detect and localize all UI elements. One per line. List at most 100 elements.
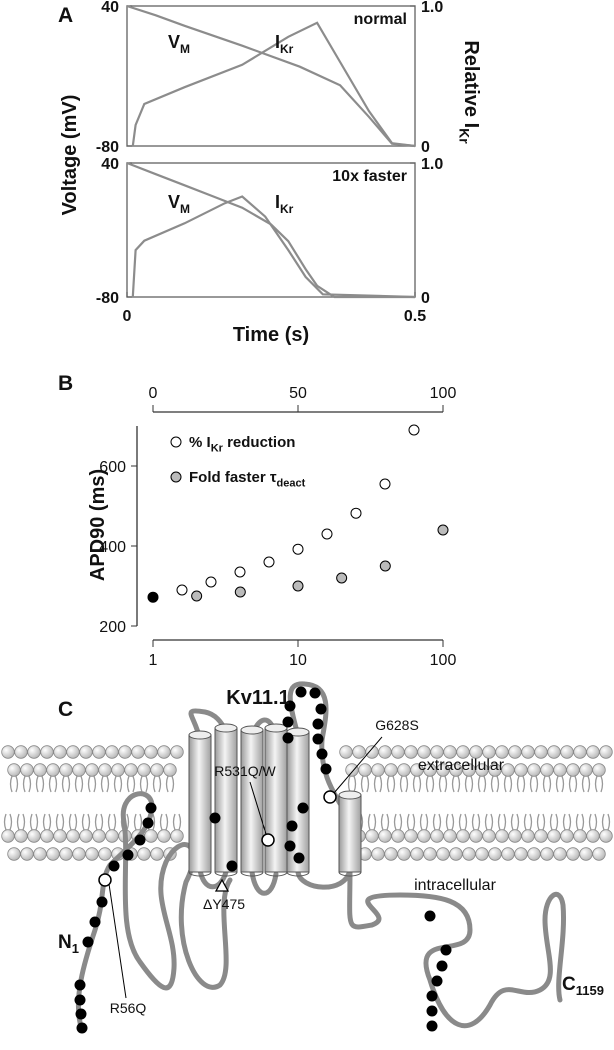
lipid-head xyxy=(547,745,561,759)
residue xyxy=(75,1008,87,1020)
point xyxy=(350,507,362,519)
deletion-site xyxy=(214,878,230,892)
y2-axis-label: Relative IKr xyxy=(456,40,482,144)
lipid-head xyxy=(144,745,158,759)
legend-label-part: Fold faster τ xyxy=(189,469,277,486)
residue xyxy=(440,944,452,956)
series-line xyxy=(131,21,416,148)
series-line xyxy=(131,195,416,299)
lipid-head xyxy=(371,847,385,861)
residue xyxy=(293,852,305,864)
residue xyxy=(145,802,157,814)
point xyxy=(408,424,420,436)
point xyxy=(263,556,275,568)
lipid-head xyxy=(33,763,47,777)
lipid-head xyxy=(404,829,418,843)
y2-tick-label: 0 xyxy=(421,139,430,156)
lipid-head xyxy=(469,829,483,843)
lipid-tail xyxy=(594,775,604,793)
residue xyxy=(312,733,324,745)
leader-line xyxy=(333,736,383,794)
lipid-head xyxy=(540,763,554,777)
lipid-head xyxy=(118,745,132,759)
lipid-head xyxy=(345,763,359,777)
lipid-head xyxy=(579,763,593,777)
lipid-tail xyxy=(445,813,455,831)
residue xyxy=(316,748,328,760)
lipid-head xyxy=(371,763,385,777)
lipid-tail xyxy=(139,775,149,793)
series-label: VM xyxy=(168,32,190,56)
x-tick-label: 10 xyxy=(289,652,307,669)
loops xyxy=(188,681,353,896)
x-tick-label: 0.5 xyxy=(404,308,426,325)
lipid-head xyxy=(46,763,60,777)
residue xyxy=(297,802,309,814)
lipid-head xyxy=(430,829,444,843)
y-tick-label: -80 xyxy=(96,290,119,307)
lipid-head xyxy=(137,763,151,777)
lipid-tail xyxy=(575,813,585,831)
y2-axis-label-part: Relative I xyxy=(460,40,482,128)
series-line xyxy=(126,4,416,148)
lipid-tail xyxy=(581,775,591,793)
lipid-tail xyxy=(74,775,84,793)
point xyxy=(292,543,304,555)
lipid-head xyxy=(560,745,574,759)
y-tick-label: -80 xyxy=(96,139,119,156)
lipid-tail xyxy=(536,813,546,831)
residue xyxy=(320,763,332,775)
lipid-tail xyxy=(451,775,461,793)
residue xyxy=(312,718,324,730)
helix-top xyxy=(214,723,238,733)
residue xyxy=(142,817,154,829)
lipid-tail xyxy=(367,813,377,831)
annotation: normal xyxy=(354,11,407,28)
legend-label-part: reduction xyxy=(223,434,296,451)
lipid-head xyxy=(1,745,15,759)
lipid-head xyxy=(482,829,496,843)
series-label: IKr xyxy=(275,32,294,56)
annotation: 10x faster xyxy=(332,168,407,185)
series-label-part: I xyxy=(275,192,280,212)
y-tick-label: 40 xyxy=(101,0,119,16)
residue xyxy=(74,994,86,1006)
lipid-tail xyxy=(347,775,357,793)
helix-top xyxy=(286,727,310,737)
lipid-tail xyxy=(94,813,104,831)
lipid-tail xyxy=(380,813,390,831)
lipid-head xyxy=(514,847,528,861)
residue xyxy=(295,686,307,698)
lipid-tail xyxy=(3,813,13,831)
lipid-head xyxy=(53,745,67,759)
lipid-head xyxy=(105,829,119,843)
series-label: IKr xyxy=(275,192,294,216)
helix-top xyxy=(264,723,288,733)
lipid-head xyxy=(553,763,567,777)
lipid-tail xyxy=(464,775,474,793)
leader-line xyxy=(249,781,267,835)
lipid-head xyxy=(560,829,574,843)
legend-marker xyxy=(170,471,182,483)
mutation-site xyxy=(323,790,337,804)
lipid-head xyxy=(553,847,567,861)
lipid-head xyxy=(358,763,372,777)
lipid-head xyxy=(586,745,600,759)
lipid-tail xyxy=(61,775,71,793)
lipid-head xyxy=(1,829,15,843)
residue xyxy=(424,910,436,922)
lipid-tail xyxy=(497,813,507,831)
lipid-head xyxy=(436,847,450,861)
lipid-head xyxy=(566,847,580,861)
series-label-part: V xyxy=(168,192,180,212)
lipid-head xyxy=(365,829,379,843)
residue xyxy=(286,820,298,832)
n-terminus-label-part: N xyxy=(58,932,72,953)
lipid-head xyxy=(566,763,580,777)
legend-label-part: Kr xyxy=(211,442,224,454)
residues xyxy=(74,686,452,1034)
lipid-head xyxy=(27,829,41,843)
lipid-head xyxy=(508,745,522,759)
plot-frame xyxy=(126,162,416,298)
